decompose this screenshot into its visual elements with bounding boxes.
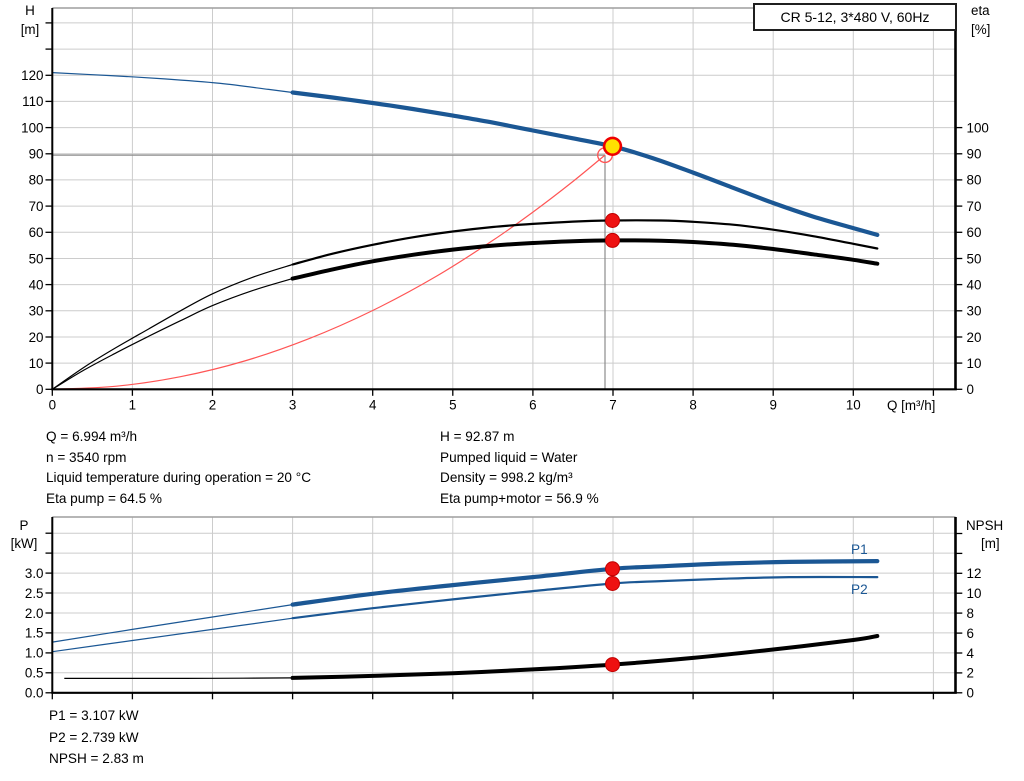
left-axis-tick-label: 0.0	[25, 686, 44, 701]
x-axis-tick-label: 5	[449, 397, 456, 412]
pump-title: CR 5-12, 3*480 V, 60Hz	[780, 9, 930, 25]
left-axis-tick-label: 2.5	[25, 586, 44, 601]
left-axis-tick-label: 1.0	[25, 646, 44, 661]
affinity-system-curve-curve-thin	[52, 154, 606, 390]
left-axis-tick-label: 0.5	[25, 666, 44, 681]
h-axis-label: H	[25, 3, 35, 18]
p1-curve	[290, 559, 880, 607]
right-axis-tick-label: 70	[967, 199, 982, 214]
left-axis-tick-label: 20	[29, 330, 44, 345]
pump-title-box: CR 5-12, 3*480 V, 60Hz	[753, 3, 957, 31]
left-axis-tick-label: 100	[21, 120, 43, 135]
x-axis-tick-label: 6	[529, 397, 536, 412]
operating-point-marker[interactable]	[602, 136, 623, 157]
right-axis-tick-label: 10	[967, 356, 982, 371]
npsh-curve-thin	[64, 677, 293, 680]
left-axis-tick-label: 0	[36, 382, 43, 397]
eta-pump-curve	[291, 219, 879, 266]
x-axis-tick-label: 1	[129, 397, 136, 412]
annotation-eta-pump-motor: Eta pump+motor = 56.9 %	[440, 490, 599, 506]
right-axis-tick-label: 0	[967, 382, 974, 397]
annotation-head: H = 92.87 m	[440, 429, 515, 444]
right-axis-tick-label: 10	[967, 586, 982, 601]
npsh-axis-label: NPSH	[966, 518, 1004, 533]
eta-pump-curve-thin	[51, 263, 293, 390]
right-axis-tick-label: 90	[967, 147, 982, 162]
duty-annotations-left: Q = 6.994 m³/h n = 3540 rpm Liquid tempe…	[46, 427, 311, 509]
head-curve	[290, 90, 880, 237]
eta-pump-motor-curve-thin	[51, 278, 293, 390]
right-axis-tick-label: 50	[967, 251, 982, 266]
x-axis-tick-label: 2	[209, 397, 216, 412]
annotation-p1: P1 = 3.107 kW	[49, 708, 139, 723]
annotation-liquid-temperature: Liquid temperature during operation = 20…	[46, 470, 312, 486]
left-axis-tick-label: 30	[29, 304, 44, 319]
right-axis-tick-label: 8	[967, 606, 974, 621]
p-axis-label: P	[19, 518, 29, 533]
left-axis-tick-label: 10	[29, 356, 44, 371]
p1-marker	[605, 561, 620, 577]
power-annotations: P1 = 3.107 kW P2 = 2.739 kW NPSH = 2.83 …	[49, 705, 144, 770]
head-curve-thin	[52, 72, 293, 94]
annotation-density: Density = 998.2 kg/m³	[440, 470, 573, 486]
left-axis-tick-label: 60	[29, 225, 44, 240]
x-axis-tick-label: 8	[689, 397, 696, 412]
left-axis-tick-label: 50	[29, 251, 44, 266]
p1-curve-thin	[52, 604, 293, 643]
duty-annotations-right: H = 92.87 m Pumped liquid = Water Densit…	[440, 427, 599, 509]
eta-pump-motor-curve	[290, 238, 880, 281]
left-axis-tick-label: 80	[29, 173, 44, 188]
npsh-axis-unit: [m]	[981, 536, 1000, 551]
right-axis-tick-label: 30	[967, 304, 982, 319]
npsh-marker	[605, 657, 620, 673]
x-axis-tick-label: 10	[846, 397, 861, 412]
eta-pump-motor-marker	[605, 232, 620, 248]
eta-axis-unit: [%]	[971, 22, 991, 37]
annotation-npsh: NPSH = 2.83 m	[49, 751, 144, 767]
right-axis-tick-label: 12	[967, 566, 982, 581]
annotation-flow: Q = 6.994 m³/h	[46, 429, 138, 444]
annotation-eta-pump: Eta pump = 64.5 %	[46, 490, 162, 506]
p-axis-unit: [kW]	[10, 536, 38, 551]
left-axis-tick-label: 120	[21, 68, 43, 83]
x-axis-tick-label: 7	[609, 397, 616, 412]
left-axis-tick-label: 1.5	[25, 626, 44, 641]
x-axis-tick-label: 3	[289, 397, 296, 412]
right-axis-tick-label: 100	[967, 120, 989, 135]
right-axis-tick-label: 2	[967, 666, 974, 681]
left-axis-tick-label: 2.0	[25, 606, 44, 621]
eta-axis-label: eta	[971, 3, 990, 18]
right-axis-tick-label: 40	[967, 277, 982, 292]
right-axis-tick-label: 4	[967, 646, 975, 661]
p2-curve-label: P2	[851, 582, 868, 597]
left-axis-tick-label: 110	[22, 94, 43, 109]
annotation-speed: n = 3540 rpm	[46, 449, 127, 465]
p1-curve-label: P1	[851, 542, 868, 557]
right-axis-tick-label: 6	[967, 626, 974, 641]
x-axis-tick-label: 4	[369, 397, 377, 412]
annotation-p2: P2 = 2.739 kW	[49, 729, 139, 745]
left-axis-tick-label: 70	[29, 199, 44, 214]
right-axis-tick-label: 80	[967, 173, 982, 188]
left-axis-tick-label: 3.0	[25, 566, 44, 581]
x-axis-tick-label: 9	[769, 397, 776, 412]
left-axis-tick-label: 40	[29, 277, 44, 292]
annotation-pumped-liquid: Pumped liquid = Water	[440, 449, 578, 465]
right-axis-tick-label: 0	[967, 686, 974, 701]
right-axis-tick-label: 60	[967, 225, 982, 240]
p2-marker	[605, 576, 620, 591]
left-axis-tick-label: 90	[29, 147, 44, 162]
eta-pump-marker	[605, 213, 620, 228]
q-axis-label: Q [m³/h]	[887, 398, 936, 413]
right-axis-tick-label: 20	[967, 330, 982, 345]
x-axis-tick-label: 0	[49, 397, 56, 412]
npsh-curve	[290, 634, 880, 680]
h-axis-unit: [m]	[20, 22, 40, 37]
p2-curve	[291, 575, 879, 620]
p2-curve-thin	[52, 617, 293, 653]
